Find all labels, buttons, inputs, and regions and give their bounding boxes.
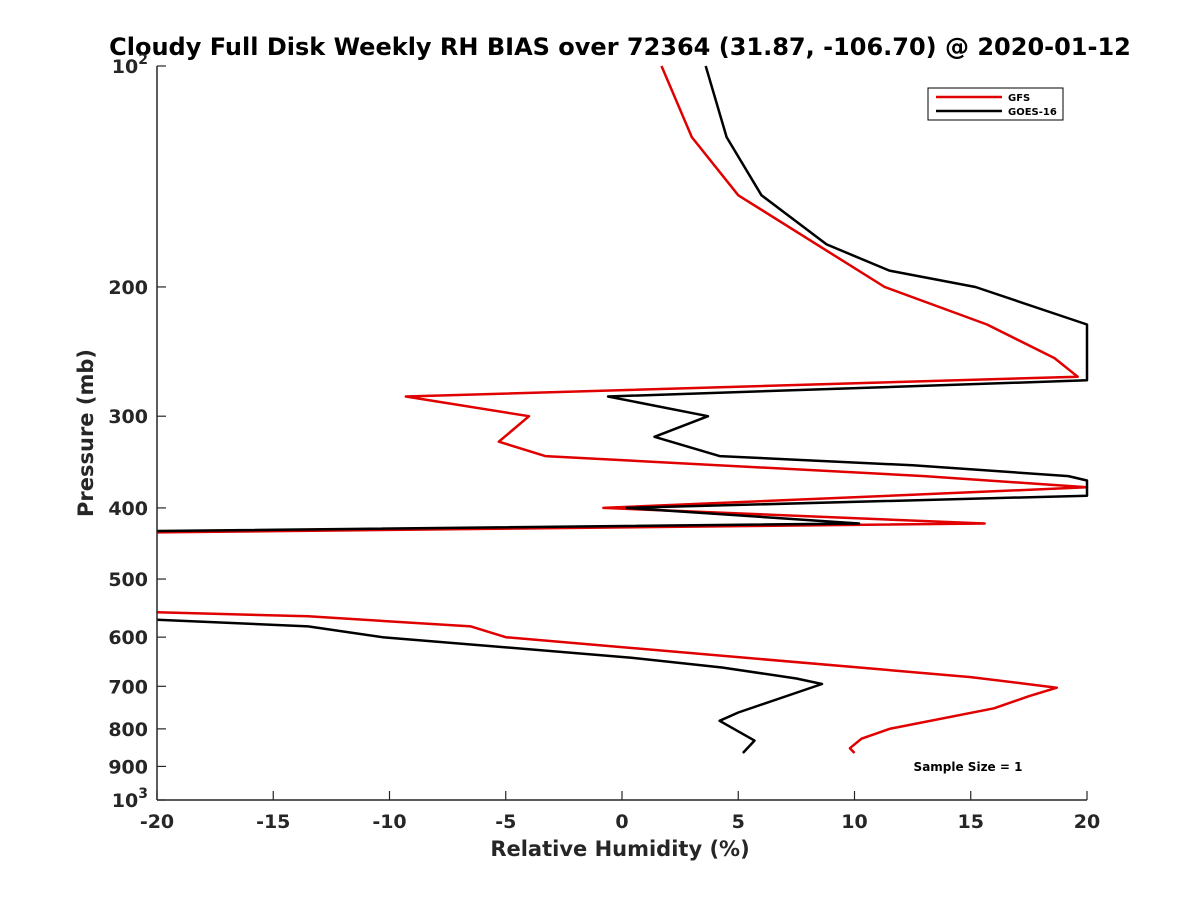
x-axis-label: Relative Humidity (%) xyxy=(490,837,749,861)
x-tick-label: 20 xyxy=(1074,811,1100,833)
y-tick-label: 800 xyxy=(108,719,148,741)
series-line-gfs-1 xyxy=(156,611,1059,754)
x-tick-label: -10 xyxy=(372,811,406,833)
y-tick-label: 102 xyxy=(112,52,148,78)
axes-layer xyxy=(156,66,1087,801)
legend-label-goes16: GOES-16 xyxy=(1008,107,1057,118)
y-ticks: 102 200 300 400 500 600 700 800 900 103 xyxy=(108,52,166,812)
legend: GFS GOES-16 xyxy=(927,87,1064,121)
plot-area: -20 -15 -10 -5 0 5 10 15 20 102 200 300 400 500 600 70… xyxy=(108,52,1100,833)
y-tick-label: 103 xyxy=(112,786,148,812)
series-line-goes16-1 xyxy=(156,618,824,754)
x-tick-label: -20 xyxy=(140,811,174,833)
x-tick-label: 5 xyxy=(732,811,745,833)
series-layer xyxy=(156,65,1089,754)
x-tick-label: -5 xyxy=(495,811,516,833)
series-line-goes16-0 xyxy=(156,65,1089,533)
y-tick-label: 600 xyxy=(108,627,148,649)
y-tick-label: 900 xyxy=(108,756,148,778)
x-tick-label: 15 xyxy=(958,811,984,833)
x-tick-label: 10 xyxy=(841,811,867,833)
series-line-gfs-0 xyxy=(156,65,1089,534)
chart-title: Cloudy Full Disk Weekly RH BIAS over 723… xyxy=(109,33,1131,61)
y-tick-label: 200 xyxy=(108,277,148,299)
legend-box xyxy=(927,87,1064,121)
y-tick-label: 500 xyxy=(108,569,148,591)
x-ticks: -20 -15 -10 -5 0 5 10 15 20 xyxy=(140,791,1100,833)
y-tick-label: 700 xyxy=(108,676,148,698)
sample-size-annotation: Sample Size = 1 xyxy=(914,760,1023,774)
x-tick-label: -15 xyxy=(256,811,290,833)
y-axis-label: Pressure (mb) xyxy=(74,349,98,517)
x-tick-label: 0 xyxy=(615,811,628,833)
y-tick-label: 300 xyxy=(108,406,148,428)
legend-label-gfs: GFS xyxy=(1008,93,1030,104)
y-tick-label: 400 xyxy=(108,498,148,520)
